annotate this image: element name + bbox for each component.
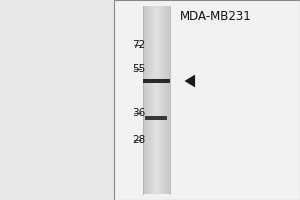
Bar — [160, 6, 161, 194]
Bar — [152, 6, 153, 194]
Bar — [159, 6, 160, 194]
Bar — [142, 6, 143, 194]
Bar — [163, 6, 164, 194]
Bar — [0, 0, 114, 200]
Bar — [155, 6, 156, 194]
Bar — [145, 6, 146, 194]
Bar — [147, 6, 148, 194]
Text: 28: 28 — [132, 135, 146, 145]
Bar — [145, 116, 167, 120]
Text: 72: 72 — [132, 40, 146, 50]
Bar — [162, 6, 163, 194]
Text: 55: 55 — [132, 64, 146, 74]
Bar — [154, 6, 155, 194]
Bar — [165, 6, 166, 194]
Bar — [164, 6, 165, 194]
Text: 36: 36 — [132, 108, 146, 118]
Bar — [150, 6, 151, 194]
Bar — [146, 6, 147, 194]
Bar — [157, 6, 158, 194]
Bar — [148, 6, 149, 194]
Bar — [153, 6, 154, 194]
Bar — [167, 6, 168, 194]
Bar — [151, 6, 152, 194]
Bar — [166, 6, 167, 194]
Bar — [158, 6, 159, 194]
Polygon shape — [184, 75, 195, 87]
Bar — [156, 6, 157, 194]
Bar — [160, 6, 161, 194]
Bar — [169, 6, 170, 194]
Bar — [144, 6, 145, 194]
Bar — [161, 6, 162, 194]
Bar — [114, 0, 300, 200]
Bar — [142, 79, 170, 83]
Bar — [143, 6, 144, 194]
Text: MDA-MB231: MDA-MB231 — [180, 10, 252, 23]
Bar — [168, 6, 169, 194]
Bar — [149, 6, 150, 194]
